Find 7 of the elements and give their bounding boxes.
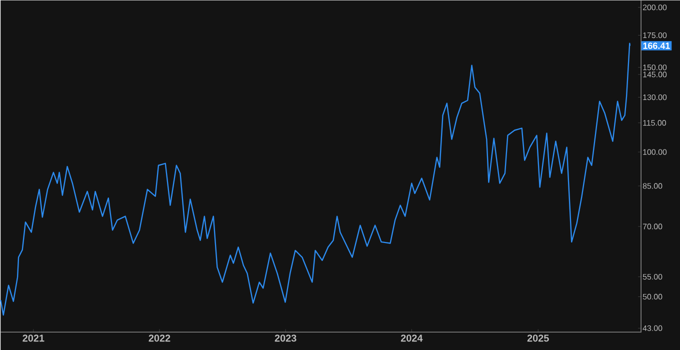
line-series bbox=[0, 42, 631, 316]
x-tick-label: 2024 bbox=[400, 334, 423, 342]
x-tick-label: 2022 bbox=[148, 334, 170, 342]
x-tick-label: 2025 bbox=[527, 334, 549, 342]
x-tick-label: 2023 bbox=[274, 334, 296, 342]
annotation: 166.41 bbox=[643, 42, 670, 49]
x-tick-label: 2021 bbox=[22, 334, 44, 342]
